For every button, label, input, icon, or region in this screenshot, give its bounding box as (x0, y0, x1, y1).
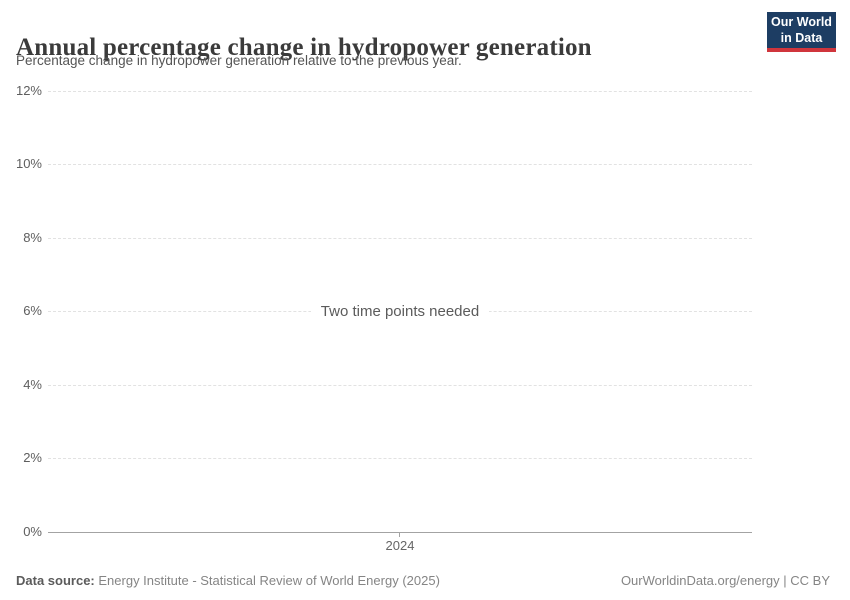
y-tick-label: 2% (23, 450, 42, 465)
chart-footer: Data source: Energy Institute - Statisti… (16, 573, 830, 589)
gridline-dashed (48, 458, 752, 459)
data-source: Data source: Energy Institute - Statisti… (16, 573, 440, 589)
empty-state-message: Two time points needed (48, 303, 752, 321)
gridline-dashed (48, 238, 752, 239)
y-tick-label: 6% (23, 303, 42, 318)
x-axis-tick (399, 532, 400, 537)
y-tick-label: 10% (15, 156, 42, 171)
owid-logo-line2: in Data (780, 31, 823, 45)
gridline-dashed (48, 91, 752, 92)
gridline-dashed (48, 164, 752, 165)
y-tick-label: 0% (23, 524, 42, 539)
gridline-dashed (48, 385, 752, 386)
data-source-label: Data source: (16, 573, 95, 588)
page-title: Annual percentage change in hydropower g… (16, 33, 592, 61)
y-tick-label: 12% (15, 83, 42, 98)
owid-logo: Our World in Data (767, 12, 836, 52)
owid-logo-line1: Our World (771, 15, 832, 29)
y-tick-label: 4% (23, 377, 42, 392)
y-tick-label: 8% (23, 230, 42, 245)
owid-credit-link[interactable]: OurWorldinData.org/energy | CC BY (620, 573, 830, 588)
x-axis-line (48, 532, 752, 533)
data-source-text: Energy Institute - Statistical Review of… (98, 573, 440, 588)
chart-subtitle: Percentage change in hydropower generati… (16, 53, 462, 68)
x-tick-label: 2024 (385, 538, 415, 553)
